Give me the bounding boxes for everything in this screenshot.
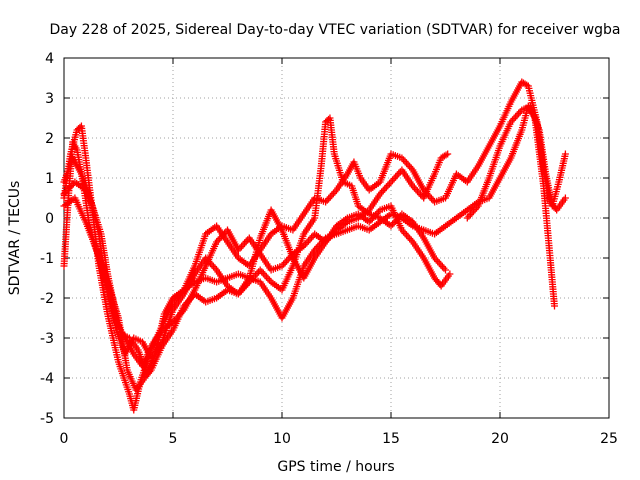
data-point xyxy=(261,271,269,279)
x-tick-label: 0 xyxy=(60,431,69,447)
data-point xyxy=(435,259,443,267)
data-point xyxy=(387,178,395,186)
data-point xyxy=(561,194,569,202)
chart-title: Day 228 of 2025, Sidereal Day-to-day VTE… xyxy=(49,22,620,38)
series-track-3 xyxy=(60,78,569,378)
y-tick-label: -5 xyxy=(40,411,54,427)
data-point xyxy=(239,241,247,249)
data-point xyxy=(209,263,217,271)
data-point xyxy=(304,237,312,245)
data-point xyxy=(440,264,448,272)
data-point xyxy=(329,189,337,197)
x-tick-label: 15 xyxy=(382,431,400,447)
data-point xyxy=(379,187,387,195)
y-axis-label: SDTVAR / TECUs xyxy=(7,181,23,296)
data-point xyxy=(442,151,450,159)
data-point xyxy=(406,235,414,243)
y-tick-label: 1 xyxy=(45,171,54,187)
data-point xyxy=(60,190,68,198)
data-point xyxy=(412,185,420,193)
data-point xyxy=(403,159,411,167)
y-tick-label: 2 xyxy=(45,131,54,147)
data-point xyxy=(281,259,289,267)
data-point xyxy=(381,185,389,193)
x-tick-label: 10 xyxy=(273,431,291,447)
data-point xyxy=(258,268,266,276)
data-point xyxy=(512,113,520,121)
data-point xyxy=(401,229,409,237)
data-point xyxy=(465,212,473,220)
series-track-6 xyxy=(463,102,569,222)
data-point xyxy=(444,150,452,158)
data-point xyxy=(513,111,521,119)
data-point xyxy=(303,239,311,247)
data-point xyxy=(328,191,336,199)
data-point xyxy=(384,181,392,189)
data-point xyxy=(382,183,390,191)
data-point xyxy=(561,150,569,158)
data-point xyxy=(326,193,334,201)
plot-frame xyxy=(63,57,610,419)
data-point xyxy=(241,239,249,247)
data-point xyxy=(393,171,401,179)
data-point xyxy=(413,187,421,195)
data-point xyxy=(323,196,331,204)
data-point xyxy=(463,214,471,222)
data-point xyxy=(510,115,518,123)
data-point xyxy=(306,235,314,243)
y-tick-label: -1 xyxy=(40,251,54,267)
data-point xyxy=(437,261,445,269)
data-point xyxy=(446,270,454,278)
grid-lines xyxy=(64,58,609,418)
series-track-1 xyxy=(60,102,558,414)
data-point xyxy=(146,368,154,376)
data-point xyxy=(438,263,446,271)
y-tick-label: 0 xyxy=(45,211,54,227)
data-point xyxy=(66,183,74,191)
data-points xyxy=(60,78,569,414)
data-point xyxy=(259,269,267,277)
data-point xyxy=(551,302,558,310)
data-point xyxy=(442,266,449,274)
y-tick-label: 3 xyxy=(45,91,54,107)
data-point xyxy=(264,275,272,283)
data-point xyxy=(385,180,393,188)
data-point xyxy=(404,233,412,241)
y-tick-label: -4 xyxy=(40,371,54,387)
data-point xyxy=(238,243,246,251)
data-point xyxy=(390,175,398,183)
x-tick-label: 25 xyxy=(600,431,618,447)
data-point xyxy=(406,163,414,171)
x-axis-label: GPS time / hours xyxy=(277,459,394,475)
data-point xyxy=(401,157,409,165)
x-tick-label: 20 xyxy=(491,431,509,447)
data-point xyxy=(515,109,523,117)
data-point xyxy=(466,211,474,219)
x-tick-label: 5 xyxy=(169,431,178,447)
data-point xyxy=(403,231,411,239)
data-point xyxy=(262,273,270,281)
data-point xyxy=(208,261,216,269)
data-point xyxy=(256,266,264,274)
data-point xyxy=(392,173,400,181)
y-tick-label: -2 xyxy=(40,291,54,307)
y-tick-label: 4 xyxy=(45,51,54,67)
y-tick-label: -3 xyxy=(40,331,54,347)
data-point xyxy=(434,257,442,265)
series-track-5 xyxy=(60,150,452,394)
data-point xyxy=(404,161,412,169)
data-point xyxy=(389,176,397,184)
data-point xyxy=(426,193,434,201)
axis-ticks: 0 5 10 15 20 25 -5 -4 -3 -2 -1 0 1 2 3 4 xyxy=(40,51,618,447)
